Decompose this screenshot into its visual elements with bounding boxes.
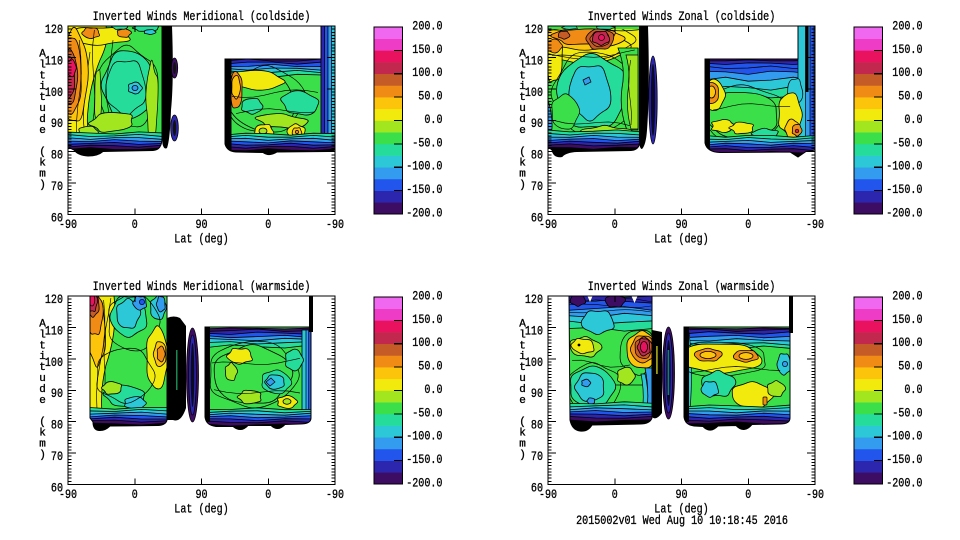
svg-text:Inverted Winds Meridional (col: Inverted Winds Meridional (coldside) [93,9,311,24]
svg-text:Inverted Winds Zonal (warmside: Inverted Winds Zonal (warmside) [588,279,776,294]
svg-text:2015002v01 Wed Aug 10 10:18:45: 2015002v01 Wed Aug 10 10:18:45 2016 [576,513,788,528]
svg-text:Inverted Winds Meridional (war: Inverted Winds Meridional (warmside) [93,279,311,294]
svg-text:Inverted Winds Zonal (coldside: Inverted Winds Zonal (coldside) [588,9,776,24]
